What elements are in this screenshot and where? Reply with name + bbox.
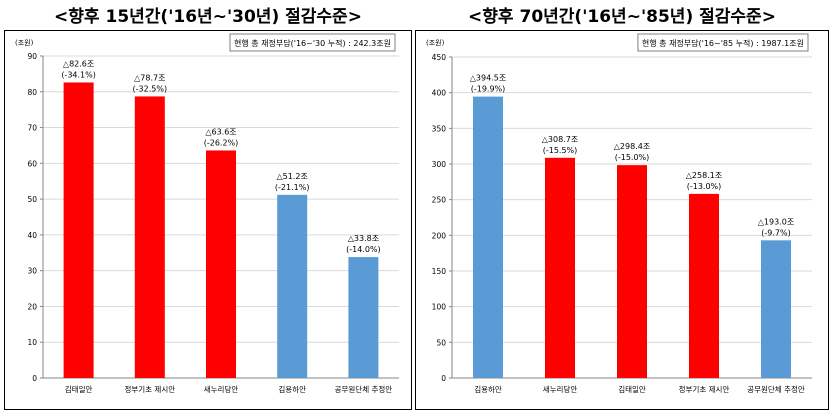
x-category-label: 새누리당안 (543, 384, 578, 394)
y-tick-label: 80 (27, 88, 37, 97)
data-label-value: △51.2조 (277, 172, 308, 181)
y-tick-label: 350 (432, 124, 447, 133)
note-box (637, 33, 809, 52)
y-tick-label: 450 (432, 53, 447, 62)
data-label-percent: (-13.0%) (687, 182, 722, 191)
data-label-value: △258.1조 (686, 171, 722, 180)
y-unit-label: (조원) (426, 38, 445, 47)
data-label-percent: (-15.0%) (615, 153, 650, 162)
bar (689, 193, 719, 378)
y-unit-label: (조원) (15, 38, 34, 47)
x-category-label: 공무원단체 추정안 (747, 384, 805, 394)
y-tick-label: 50 (27, 195, 37, 204)
bar (134, 96, 165, 378)
data-label-percent: (-15.5%) (543, 146, 578, 155)
chart-70yr: (조원) 0 50 100 150 200 250 300 350 400 450 현행 총 재정부담… (426, 33, 812, 394)
y-tick-label: 50 (436, 338, 446, 347)
bar (617, 165, 647, 378)
chart-15yr: (조원) 0 10 20 30 40 50 60 70 80 90 현행 총 재정부담('16~'30… (15, 33, 399, 394)
data-label-value: △63.6조 (205, 127, 236, 136)
data-label-percent: (-14.0%) (346, 245, 381, 254)
note-box (229, 33, 396, 52)
y-tick-label: 0 (441, 374, 446, 383)
y-tick-label: 90 (27, 52, 37, 61)
y-tick-label: 200 (432, 231, 447, 240)
data-label-value: △78.7조 (134, 73, 165, 82)
bar (206, 150, 236, 378)
bar (63, 82, 94, 378)
bar (348, 257, 379, 378)
note-text: 현행 총 재정부담('16~'85 누적) : 1987.1조원 (642, 38, 804, 48)
bar (545, 157, 575, 378)
data-label-value: △298.4조 (614, 142, 650, 151)
y-tick-label: 10 (27, 338, 37, 347)
y-tick-label: 0 (32, 374, 37, 383)
data-label-percent: (-19.9%) (471, 85, 506, 94)
y-tick-label: 70 (27, 124, 37, 133)
x-category-label: 김태일안 (618, 384, 646, 394)
y-tick-label: 30 (27, 267, 37, 276)
x-category-label: 새누리당안 (204, 384, 239, 394)
chart-title-15yr: <향후 15년간('16년~'30년) 절감수준> (54, 7, 362, 27)
chart-panel-15yr: (조원) 0 10 20 30 40 50 60 70 80 90 현행 총 재정부담('16~'30… (4, 30, 412, 410)
data-label-value: △82.6조 (63, 59, 94, 68)
x-category-label: 김태일안 (65, 384, 93, 394)
x-category-label: 정부기초 제시안 (124, 384, 175, 394)
y-tick-label: 400 (432, 89, 447, 98)
data-label-percent: (-32.5%) (133, 84, 168, 93)
data-label-percent: (-34.1%) (61, 70, 96, 79)
data-label-value: △193.0조 (758, 217, 794, 226)
y-tick-label: 100 (432, 303, 447, 312)
y-tick-label: 20 (27, 302, 37, 311)
data-label-percent: (-26.2%) (204, 138, 239, 147)
data-label-percent: (-9.7%) (761, 228, 790, 237)
y-tick-label: 300 (432, 160, 447, 169)
total-burden-note: 현행 총 재정부담('16~'85 누적) : 1987.1조원 (637, 33, 809, 52)
y-tick-label: 250 (432, 196, 447, 205)
chart-title-70yr: <향후 70년간('16년~'85년) 절감수준> (468, 7, 776, 27)
y-tick-label: 40 (27, 231, 37, 240)
total-burden-note: 현행 총 재정부담('16~'30 누적) : 242.3조원 (229, 33, 396, 52)
x-category-label: 정부기초 제시안 (679, 384, 730, 394)
x-category-label: 김용하안 (278, 384, 306, 394)
chart-panel-70yr: (조원) 0 50 100 150 200 250 300 350 400 450 현행 총 재정부담… (415, 30, 829, 410)
note-text: 현행 총 재정부담('16~'30 누적) : 242.3조원 (234, 38, 391, 48)
bar (473, 96, 503, 378)
bar (761, 240, 791, 378)
y-tick-label: 60 (27, 159, 37, 168)
bar (277, 194, 308, 378)
y-tick-label: 150 (432, 267, 447, 276)
data-label-value: △394.5조 (470, 74, 506, 83)
data-label-value: △33.8조 (348, 234, 379, 243)
data-label-value: △308.7조 (542, 135, 578, 144)
x-category-label: 공무원단체 추정안 (335, 384, 393, 394)
data-label-percent: (-21.1%) (275, 183, 310, 192)
x-category-label: 김용하안 (474, 384, 502, 394)
